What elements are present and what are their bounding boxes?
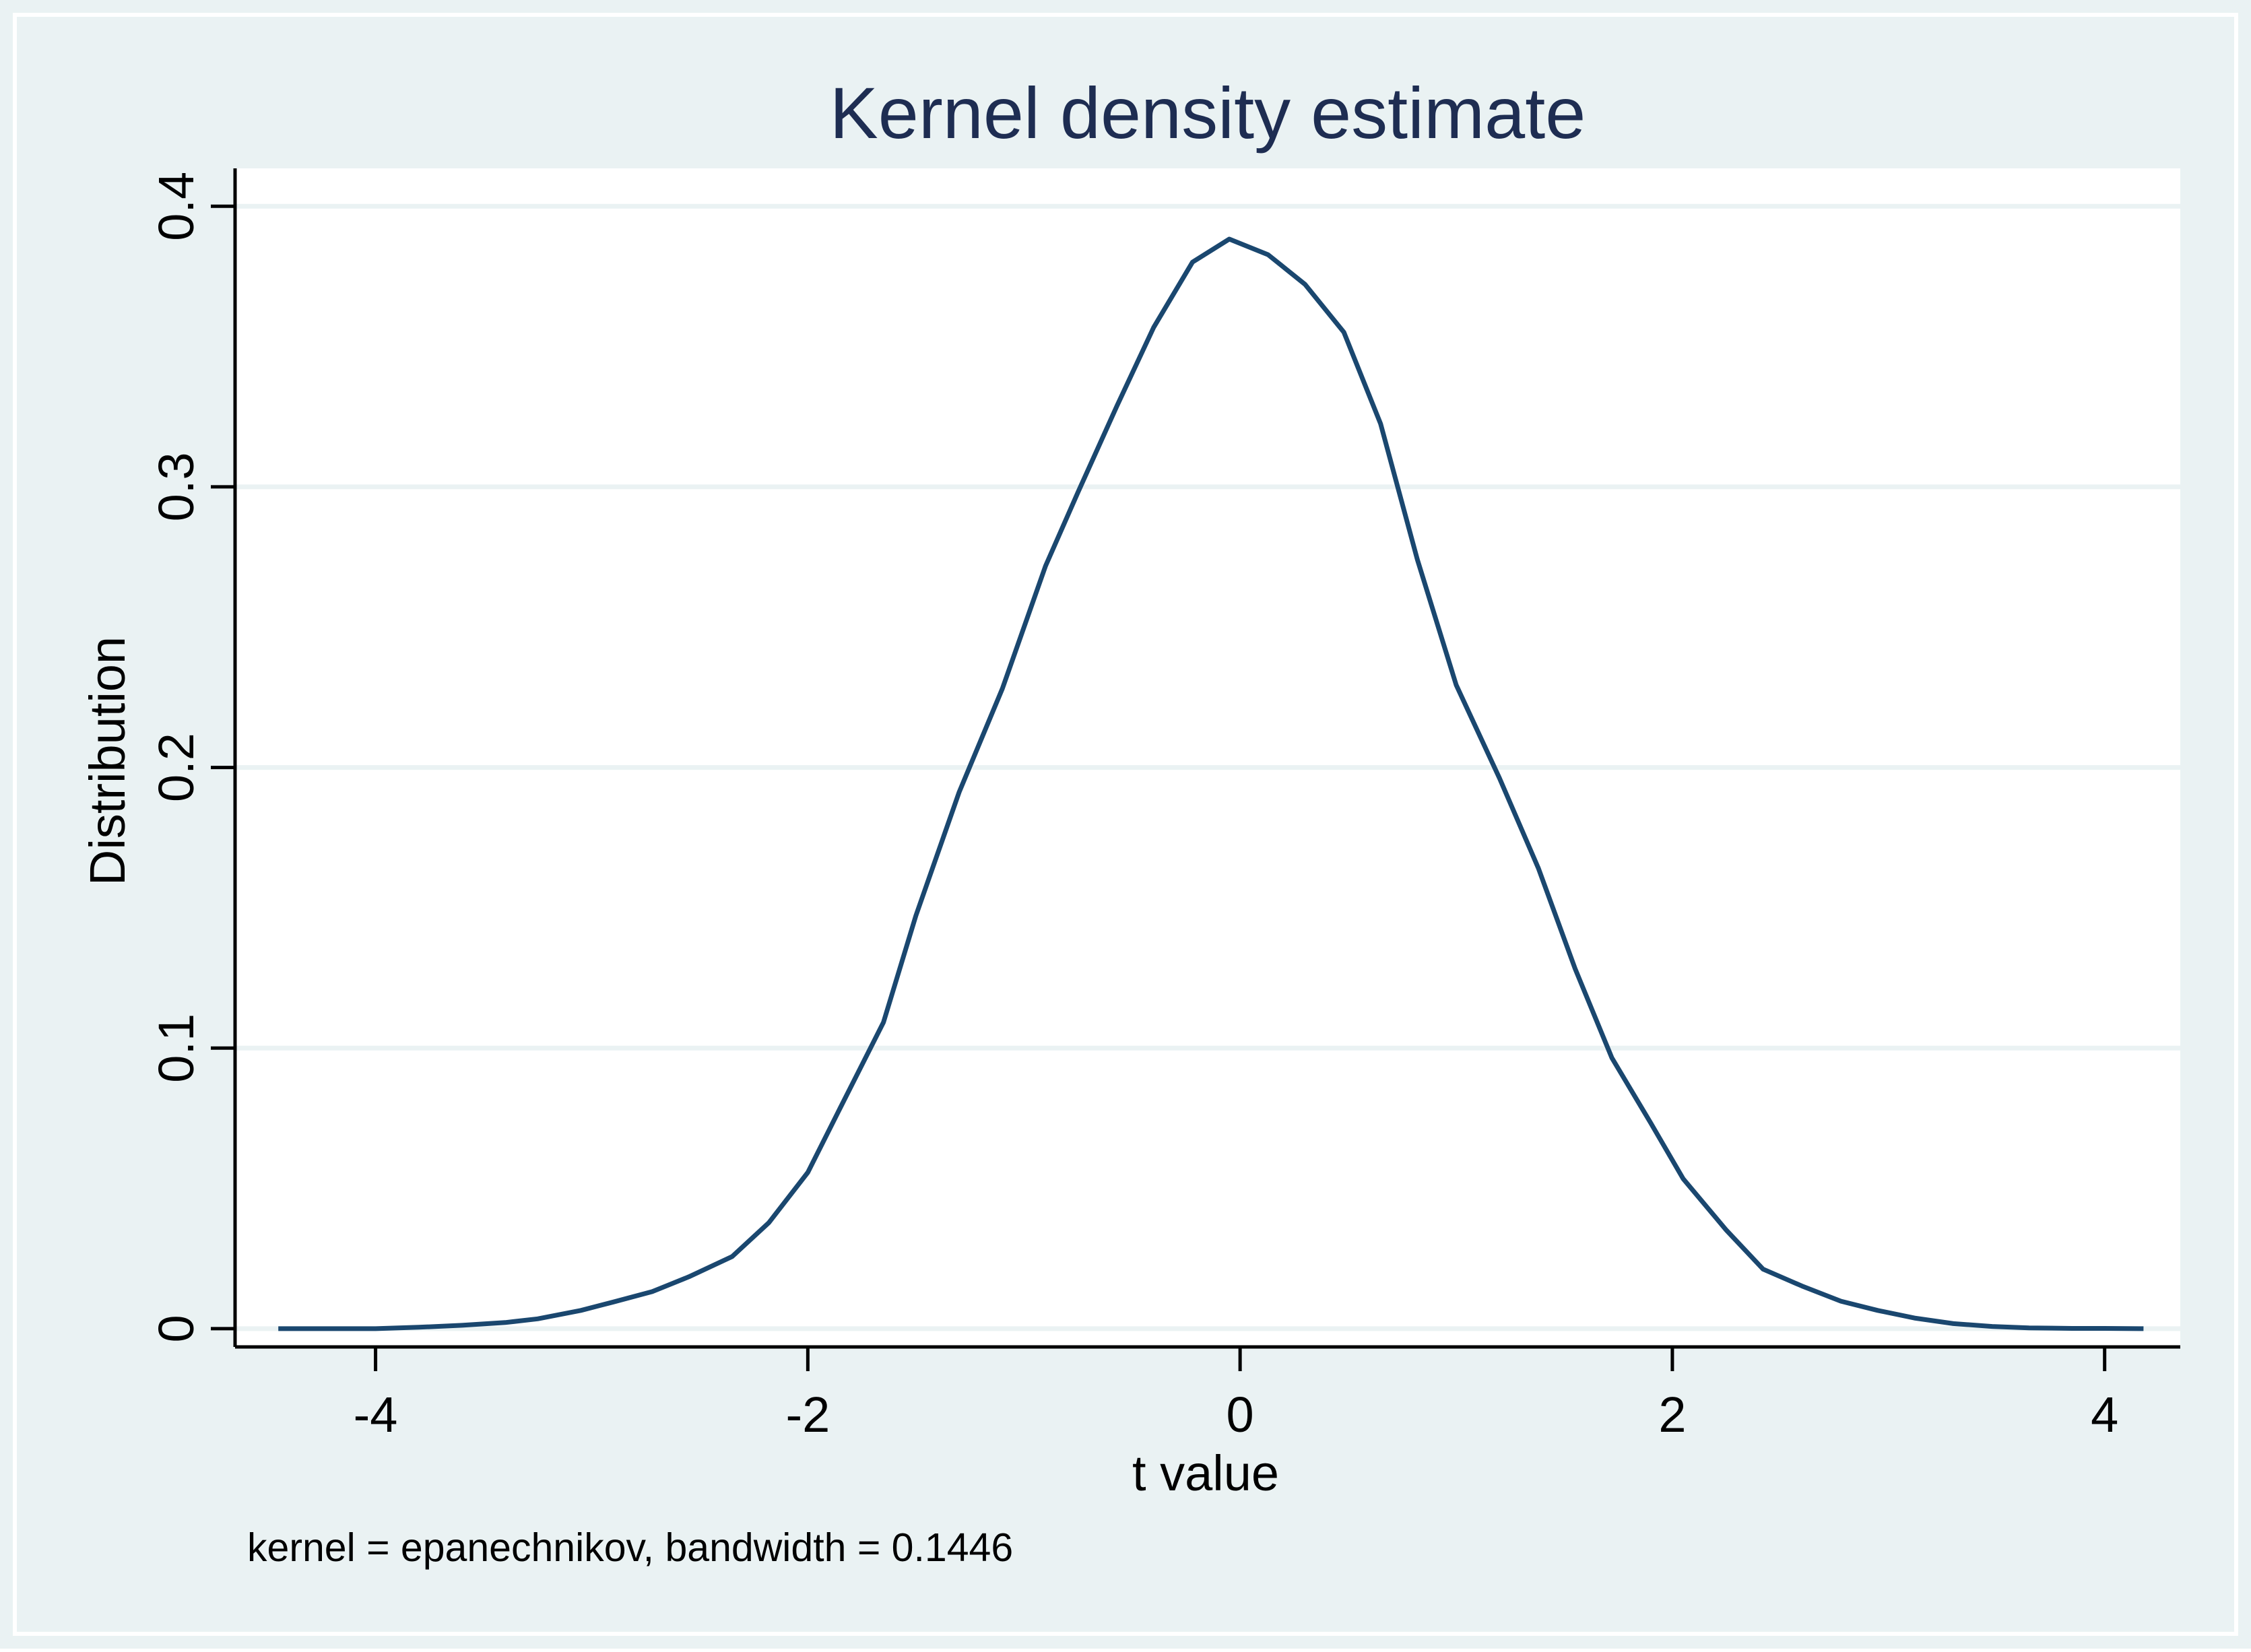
y-tick-label-1: 0.1 bbox=[148, 1014, 204, 1083]
y-tick-label-3: 0.3 bbox=[148, 452, 204, 521]
y-tick-label-2: 0.2 bbox=[148, 733, 204, 802]
x-tick-label-3: 2 bbox=[1658, 1387, 1686, 1443]
y-tick-label-0: 0 bbox=[148, 1315, 204, 1342]
plot-area bbox=[235, 168, 2180, 1347]
y-tick-label-4: 0.4 bbox=[148, 172, 204, 241]
series-line-density bbox=[278, 236, 2144, 1331]
x-tick-label-4: 4 bbox=[2091, 1387, 2118, 1443]
chart-note: kernel = epanechnikov, bandwidth = 0.144… bbox=[247, 1525, 1013, 1570]
ticks: -4 -2 0 2 4 0 0.1 0.2 0.3 0.4 bbox=[148, 172, 2118, 1443]
x-tick-label-1: -2 bbox=[785, 1387, 830, 1443]
gridlines bbox=[235, 203, 2180, 1331]
axes bbox=[233, 168, 2180, 1349]
chart-title: Kernel density estimate bbox=[830, 72, 1586, 154]
series-layer bbox=[278, 236, 2144, 1331]
y-axis-label: Distribution bbox=[79, 636, 135, 886]
x-tick-label-0: -4 bbox=[354, 1387, 398, 1443]
x-tick-label-2: 0 bbox=[1227, 1387, 1254, 1443]
x-axis-label: t value bbox=[1132, 1445, 1279, 1501]
